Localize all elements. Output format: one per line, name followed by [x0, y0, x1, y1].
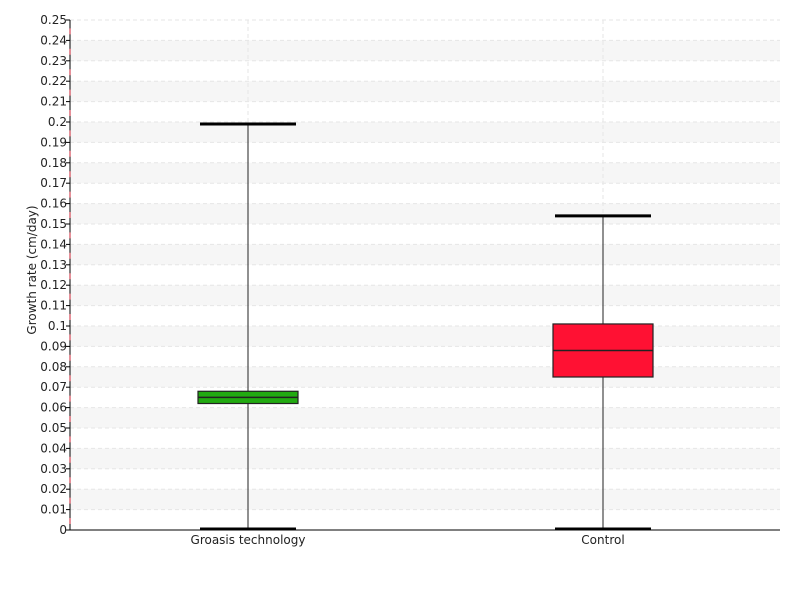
y-tick-label: 0.03 — [40, 462, 67, 476]
x-category-label: Groasis technology — [191, 533, 306, 547]
y-tick-label: 0.04 — [40, 441, 67, 455]
grid-lines — [70, 19, 780, 530]
y-tick-label: 0.07 — [40, 380, 67, 394]
y-tick-label: 0.19 — [40, 135, 67, 149]
grid-band — [70, 122, 780, 143]
y-tick-label: 0.13 — [40, 258, 67, 272]
y-tick-label: 0.08 — [40, 360, 67, 374]
y-axis-ticks: 0 0.01 0.02 0.03 0.04 0.05 0.06 0.07 0.08 0.09 0.1… — [40, 13, 71, 537]
grid-band — [70, 489, 780, 510]
grid-band — [70, 407, 780, 428]
y-tick-label: 0.18 — [40, 156, 67, 170]
grid-band — [70, 326, 780, 347]
boxes — [197, 122, 654, 531]
y-axis-title: Growth rate (cm/day) — [25, 205, 39, 334]
y-tick-label: 0.24 — [40, 33, 67, 47]
y-tick-label: 0.23 — [40, 54, 67, 68]
y-tick-label: 0.15 — [40, 217, 67, 231]
grid-band — [70, 81, 780, 102]
y-tick-label: 0.14 — [40, 237, 67, 251]
plot-background-bands — [70, 40, 780, 510]
y-tick-label: 0.1 — [48, 319, 67, 333]
y-tick-label: 0.2 — [48, 115, 67, 129]
y-tick-label: 0.25 — [40, 13, 67, 27]
x-category-label: Control — [581, 533, 624, 547]
grid-band — [70, 40, 780, 61]
y-tick-label: 0.11 — [40, 299, 67, 313]
grid-band — [70, 285, 780, 306]
y-tick-label: 0.16 — [40, 197, 67, 211]
y-tick-label: 0.01 — [40, 503, 67, 517]
y-tick-label: 0.12 — [40, 278, 67, 292]
y-tick-label: 0.06 — [40, 401, 67, 415]
grid-band — [70, 203, 780, 224]
y-tick-label: 0.02 — [40, 482, 67, 496]
box-0 — [197, 122, 299, 531]
y-tick-label: 0.21 — [40, 95, 67, 109]
grid-band — [70, 366, 780, 388]
grid-band — [70, 162, 780, 184]
y-tick-label: 0 — [59, 523, 67, 537]
y-tick-label: 0.17 — [40, 176, 67, 190]
x-axis-labels: Groasis technology Control — [191, 533, 625, 547]
y-tick-label: 0.09 — [40, 339, 67, 353]
y-tick-label: 0.22 — [40, 74, 67, 88]
grid-band — [70, 244, 780, 265]
box-1 — [552, 214, 654, 531]
grid-band — [70, 448, 780, 469]
y-tick-label: 0.05 — [40, 421, 67, 435]
